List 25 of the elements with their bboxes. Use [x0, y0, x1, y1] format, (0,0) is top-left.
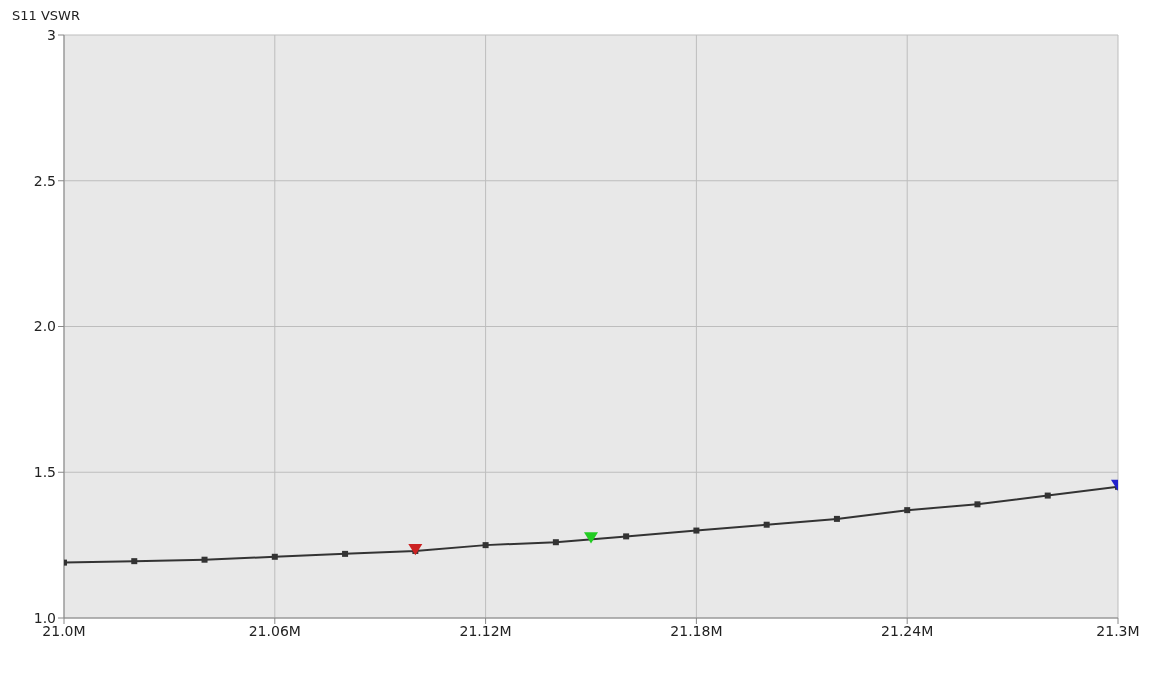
x-tick-label: 21.06M [248, 622, 301, 639]
y-tick-label: 2.5 [33, 172, 56, 189]
point [342, 550, 349, 557]
point [584, 532, 598, 544]
x-tick-label: 21.18M [670, 622, 723, 639]
point [623, 533, 630, 540]
point [974, 501, 981, 508]
point [271, 553, 278, 560]
x-tick-label: 21.12M [459, 622, 512, 639]
point [131, 558, 138, 565]
point [482, 542, 489, 549]
point [552, 539, 559, 546]
x-tick-label: 21.3M [1096, 622, 1140, 639]
y-tick-label: 3 [47, 26, 56, 43]
chart-title: S11 VSWR [12, 8, 81, 23]
point [201, 556, 208, 563]
point [408, 543, 423, 556]
point [1044, 492, 1051, 499]
point [693, 527, 700, 534]
point [833, 515, 840, 522]
x-tick-label: 21.24M [881, 622, 934, 639]
point [904, 507, 911, 514]
point [763, 521, 770, 528]
y-tick-label: 1.5 [33, 464, 56, 481]
y-tick-label: 2.0 [33, 318, 56, 335]
